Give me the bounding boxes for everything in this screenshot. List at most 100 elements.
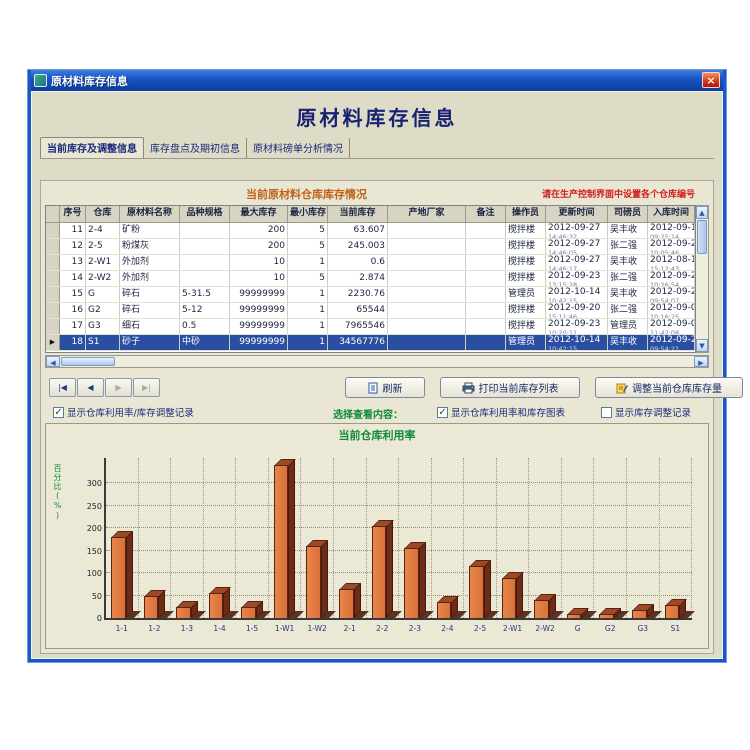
cell: 2-4 <box>86 223 120 238</box>
scroll-up-icon[interactable]: ▲ <box>696 206 708 219</box>
chart-title: 当前仓库利用率 <box>338 429 416 442</box>
cell: 搅拌楼 <box>506 319 546 334</box>
cell: 5 <box>288 271 328 286</box>
cell: 245.003 <box>328 239 388 254</box>
checkbox-adjust-records[interactable] <box>601 406 612 418</box>
cell: 外加剂 <box>120 271 180 286</box>
column-header[interactable]: 序号 <box>60 206 86 222</box>
chart-slot: 1-4 <box>204 458 239 633</box>
show-utilization-records-option[interactable]: ✓ 显示仓库利用率/库存调整记录 <box>53 405 194 419</box>
nav-first-button[interactable]: |◀ <box>49 378 76 397</box>
close-button[interactable]: × <box>702 72 720 88</box>
cell: 矿粉 <box>120 223 180 238</box>
cell: 99999999 <box>230 319 288 334</box>
cell: 吴丰收 <box>608 287 648 302</box>
x-tick-label: G <box>574 624 581 633</box>
tab-2[interactable]: 库存盘点及期初信息 <box>144 138 247 158</box>
cell: 粉煤灰 <box>120 239 180 254</box>
time-subtext: 10:42:15 <box>548 297 578 302</box>
cell <box>180 255 230 270</box>
bar-side-face <box>483 560 491 618</box>
show-chart-option[interactable]: ✓ 显示仓库利用率和库存图表 <box>437 405 565 419</box>
cell: 15 <box>60 287 86 302</box>
column-header[interactable]: 产地厂家 <box>388 206 466 222</box>
table-row[interactable]: 13 2-W1 外加剂 10 1 0.6 搅拌楼 2012-09-27 14:46:17 吴丰收 2… <box>46 255 695 271</box>
table-row[interactable]: 17 G3 细石 0.5 99999999 1 7965546 搅拌楼 2012-09-23 10… <box>46 319 695 335</box>
cell: G2 <box>86 303 120 318</box>
cell: 10 <box>230 271 288 286</box>
refresh-button[interactable]: 刷新 <box>345 377 425 398</box>
bar-side-face <box>418 542 426 618</box>
window-body: 原材料库存信息 当前库存及调整信息 库存盘点及期初信息 原材料磅单分析情况 当前原材… <box>31 91 743 659</box>
cell: 碎石 <box>120 303 180 318</box>
table-row[interactable]: ▶ 18 S1 砂子 中砂 99999999 1 34567776 管理员 2012-10-14 1… <box>46 335 695 351</box>
x-tick-label: 1-5 <box>245 624 259 633</box>
filter-row: ✓ 显示仓库利用率/库存调整记录 选择查看内容： ✓ 显示仓库利用率和库存图表 … <box>45 405 709 421</box>
bar-side-face <box>288 459 296 618</box>
cell: 2-W2 <box>86 271 120 286</box>
chart-slot: 2-3 <box>399 458 434 633</box>
checkbox-utilization-records[interactable]: ✓ <box>53 406 64 418</box>
vertical-scrollbar[interactable]: ▲ ▼ <box>696 205 709 353</box>
chart-slot: 1-1 <box>106 458 141 633</box>
chart-ylabel: 百分比(%) <box>53 464 62 521</box>
cell: 12 <box>60 239 86 254</box>
column-header[interactable]: 更新时间 <box>546 206 608 222</box>
column-header[interactable]: 品种规格 <box>180 206 230 222</box>
column-header[interactable]: 最大库存 <box>230 206 288 222</box>
x-tick-label: 1-2 <box>148 624 161 633</box>
cell: 2-5 <box>86 239 120 254</box>
record-navigator: |◀ ◀ ▶ ▶| <box>49 378 161 397</box>
print-button[interactable]: 打印当前库存列表 <box>440 377 580 398</box>
table-row[interactable]: 15 G 碎石 5-31.5 99999999 1 2230.76 管理员 2012-10-14… <box>46 287 695 303</box>
scroll-right-icon[interactable]: ▶ <box>694 356 708 367</box>
x-tick-label: G3 <box>637 624 649 633</box>
cell: 200 <box>230 223 288 238</box>
column-header[interactable]: 备注 <box>466 206 506 222</box>
x-tick-label: 2-5 <box>473 624 487 633</box>
bar-side-face <box>320 540 328 618</box>
chart-slot: 1-5 <box>236 458 271 633</box>
show-adjust-records-option[interactable]: 显示库存调整记录 <box>601 405 691 419</box>
bar-2-1 <box>338 582 361 618</box>
column-header[interactable]: 最小库存 <box>288 206 328 222</box>
nav-prev-button[interactable]: ◀ <box>77 378 104 397</box>
nav-next-button[interactable]: ▶ <box>105 378 132 397</box>
column-header[interactable]: 入库时间 <box>648 206 695 222</box>
cell: 1 <box>288 303 328 318</box>
table-row[interactable]: 14 2-W2 外加剂 10 5 2.874 搅拌楼 2012-09-23 13:15:28 张二… <box>46 271 695 287</box>
cell: 2012-09-27 14:46:05 <box>546 239 608 254</box>
horizontal-scrollbar[interactable]: ◀ ▶ <box>45 355 709 368</box>
column-header[interactable]: 当前库存 <box>328 206 388 222</box>
time-subtext: 09:25:14 <box>650 233 680 238</box>
time-subtext: 14:46:05 <box>548 249 578 254</box>
cell: 1 <box>288 287 328 302</box>
x-tick-label: 1-1 <box>115 624 128 633</box>
scroll-left-icon[interactable]: ◀ <box>46 356 60 367</box>
scroll-down-icon[interactable]: ▼ <box>696 339 708 352</box>
tab-1[interactable]: 当前库存及调整信息 <box>40 137 144 158</box>
hscroll-thumb[interactable] <box>61 357 115 366</box>
vscroll-thumb[interactable] <box>697 220 707 254</box>
tab-3[interactable]: 原材料磅单分析情况 <box>247 138 350 158</box>
section-caption: 当前原材料仓库库存情况 <box>246 188 367 201</box>
tab-strip: 当前库存及调整信息 库存盘点及期初信息 原材料磅单分析情况 <box>40 137 714 159</box>
adjust-stock-button[interactable]: 调整当前仓库库存量 <box>595 377 743 398</box>
column-header[interactable]: 司磅员 <box>608 206 648 222</box>
cell: 0.5 <box>180 319 230 334</box>
row-indicator <box>46 271 60 286</box>
title-bar[interactable]: 原材料库存信息 × <box>31 70 723 91</box>
table-row[interactable]: 12 2-5 粉煤灰 200 5 245.003 搅拌楼 2012-09-27 14:46:05… <box>46 239 695 255</box>
cell <box>180 239 230 254</box>
column-header[interactable]: 原材料名称 <box>120 206 180 222</box>
chart-slot: 2-W1 <box>497 458 532 633</box>
table-row[interactable]: 11 2-4 矿粉 200 5 63.607 搅拌楼 2012-09-27 14:46:32 吴丰… <box>46 223 695 239</box>
nav-last-button[interactable]: ▶| <box>133 378 160 397</box>
column-header[interactable]: 操作员 <box>506 206 546 222</box>
app-window: 原材料库存信息 × 原材料库存信息 当前库存及调整信息 库存盘点及期初信息 原材料磅… <box>28 70 743 662</box>
checkbox-show-chart[interactable]: ✓ <box>437 406 448 418</box>
checkbox-label: 显示仓库利用率/库存调整记录 <box>67 408 194 419</box>
column-header[interactable]: 仓库 <box>86 206 120 222</box>
table-row[interactable]: 16 G2 碎石 5-12 99999999 1 65544 搅拌楼 2012-09-20 15:… <box>46 303 695 319</box>
cell <box>388 319 466 334</box>
